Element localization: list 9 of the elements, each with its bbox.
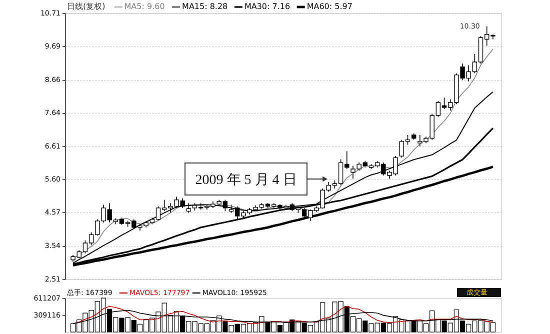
- chart-title: 日线(复权): [67, 2, 106, 11]
- line-series: [72, 48, 494, 259]
- line-series: [72, 306, 494, 324]
- annotation: 2009 年 5 月 4 日: [195, 172, 297, 188]
- legend-label: MA60: 5.97: [306, 2, 352, 11]
- legend-label: MA30: 7.16: [244, 2, 290, 11]
- candlestick: [186, 202, 192, 214]
- legend-label: MA15: 8.28: [182, 2, 228, 11]
- legend-label: MA5: 9.60: [124, 2, 165, 11]
